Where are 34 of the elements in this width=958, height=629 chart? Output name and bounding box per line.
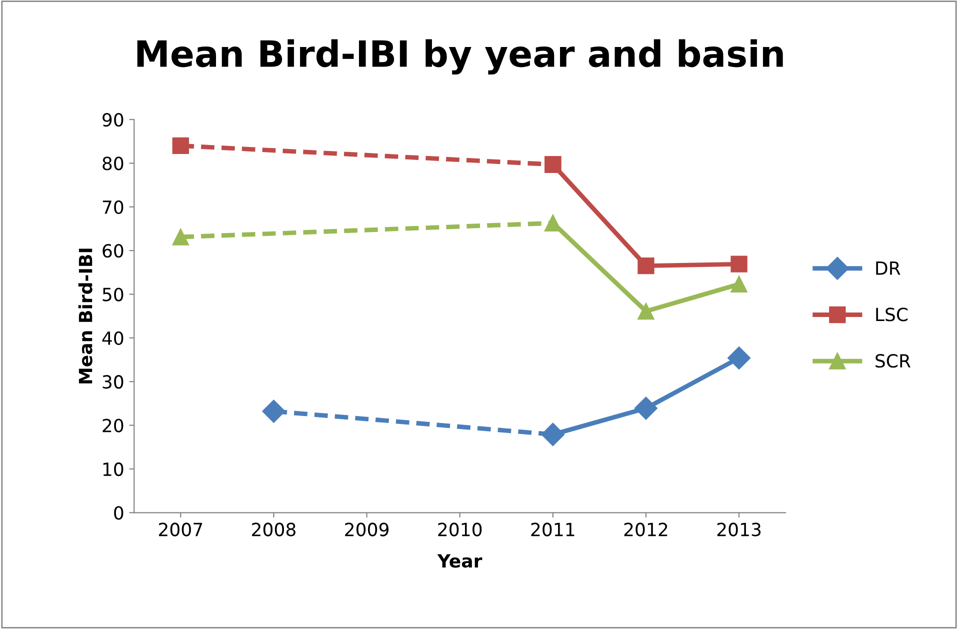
point [728, 346, 751, 370]
point [172, 228, 189, 246]
x-tick-label: 2010 [438, 522, 482, 536]
point [172, 137, 189, 154]
legend-label: SCR [876, 354, 911, 368]
x-axis-title: Year [437, 554, 482, 568]
y-tick-label: 30 [102, 375, 124, 389]
point [634, 396, 658, 420]
chart-title: Mean Bird-IBI by year and basin [137, 39, 783, 75]
y-tick-label: 20 [102, 418, 124, 432]
point [544, 156, 562, 173]
point [638, 258, 654, 274]
y-axis-title: Mean Bird-IBI [78, 248, 92, 384]
legend-label: DR [876, 262, 900, 275]
x-tick-label: 2008 [252, 522, 296, 536]
y-tick-label: 50 [102, 288, 124, 302]
y-tick-label: 60 [102, 244, 124, 258]
y-tick-label: 10 [103, 462, 124, 476]
x-tick-label: 2007 [159, 522, 202, 536]
y-tick-label: 90 [102, 112, 124, 127]
point [262, 400, 286, 423]
point [541, 422, 564, 446]
x-tick-label: 2013 [717, 522, 761, 536]
legend-label: LSC [876, 308, 908, 322]
point [730, 276, 748, 293]
y-tick-label: 0 [114, 506, 124, 520]
x-tick-label: 2009 [345, 522, 388, 536]
point [638, 302, 654, 320]
x-tick-label: 2012 [624, 522, 668, 536]
y-tick-label: 70 [102, 200, 124, 214]
y-tick-label: 40 [102, 331, 124, 346]
point [730, 256, 748, 272]
y-tick-label: 80 [102, 156, 124, 170]
x-tick-label: 2011 [531, 522, 574, 536]
